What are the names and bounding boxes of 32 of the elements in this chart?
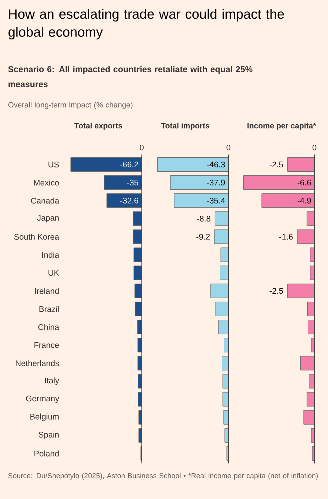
y-tick-label: Brazil [40,306,59,312]
y-tick-label: Germany [26,396,60,404]
data-label: -66.2 [120,162,138,168]
data-label: -8.8 [197,216,211,222]
y-tick-label: UK [48,270,60,276]
data-label: -2.5 [270,288,284,294]
y-tick-label: Ireland [35,288,59,294]
y-tick-label: US [48,162,60,168]
data-label: -9.2 [196,234,210,240]
data-label: -35.4 [207,198,226,204]
data-label: -4.9 [298,198,312,204]
y-tick-label: Poland [34,450,59,457]
y-tick-label: France [34,342,60,348]
data-label: -35 [127,180,138,186]
data-label: -46.3 [207,162,226,168]
y-tick-label: Japan [37,215,59,223]
y-tick-label: Belgium [30,414,59,422]
data-label: -2.5 [270,162,284,168]
y-tick-label: India [42,252,60,258]
y-tick-label: Netherlands [16,360,60,366]
y-tick-label: Spain [38,432,59,440]
y-tick-label: Italy [45,378,60,386]
y-tick-label: Canada [31,198,60,204]
y-tick-label: Mexico [34,180,60,186]
data-label: -6.6 [298,180,312,186]
data-label: -1.6 [280,234,293,240]
y-tick-label: South Korea [14,234,60,240]
data-label: -32.6 [120,198,138,204]
text: How an escalating trade war could impact the global economy [8,9,284,40]
data-label: -37.9 [207,180,226,186]
text: Scenario 6: All impacted countries retaliate with equal 25% measures [8,66,253,88]
y-tick-label: China [38,324,60,330]
